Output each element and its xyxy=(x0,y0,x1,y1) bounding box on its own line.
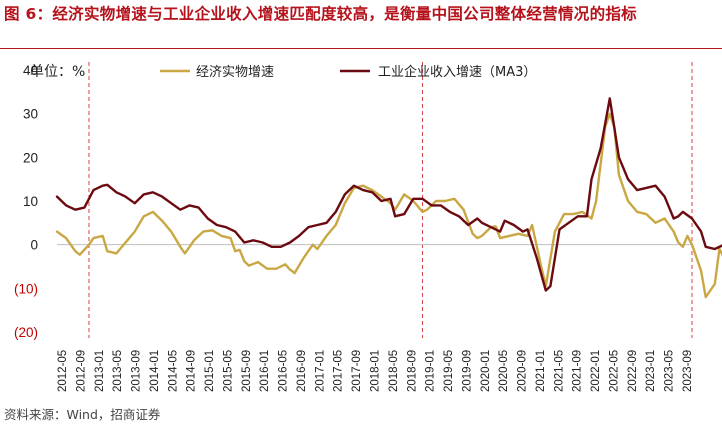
x-tick-label: 2020-05 xyxy=(498,350,510,392)
y-tick-label: 0 xyxy=(30,238,38,253)
x-tick-label: 2022-01 xyxy=(590,350,602,392)
x-tick-label: 2021-05 xyxy=(553,350,565,392)
x-tick-label: 2018-01 xyxy=(370,350,382,392)
x-tick-label: 2018-05 xyxy=(388,350,400,392)
x-tick-label: 2021-09 xyxy=(572,350,584,392)
x-tick-label: 2013-09 xyxy=(131,350,143,392)
x-tick-label: 2017-05 xyxy=(333,350,345,392)
x-tick-label: 2019-05 xyxy=(443,350,455,392)
x-tick-label: 2023-09 xyxy=(682,350,694,392)
title-divider xyxy=(0,48,722,49)
source-note: 资料来源：Wind，招商证券 xyxy=(4,407,161,422)
x-tick-label: 2014-05 xyxy=(167,350,179,392)
x-tick-label: 2014-01 xyxy=(149,350,161,392)
y-tick-label: 40 xyxy=(23,63,38,78)
x-tick-label: 2018-09 xyxy=(406,350,418,392)
figure-title: 图 6：经济实物增速与工业企业收入增速匹配度较高，是衡量中国公司整体经营情况的指… xyxy=(4,5,637,23)
legend: 经济实物增速 工业企业收入增速（MA3） xyxy=(160,64,536,80)
x-tick-label: 2022-05 xyxy=(608,350,620,392)
legend-label: 工业企业收入增速（MA3） xyxy=(378,64,536,80)
x-tick-label: 2023-01 xyxy=(645,350,657,392)
x-tick-label: 2020-09 xyxy=(517,350,529,392)
y-axis: 40 30 20 10 0 (10) (20) xyxy=(14,63,38,340)
x-tick-label: 2016-01 xyxy=(259,350,271,392)
x-tick-label: 2015-09 xyxy=(241,350,253,392)
x-tick-label: 2013-01 xyxy=(94,350,106,392)
x-tick-label: 2015-01 xyxy=(204,350,216,392)
x-tick-label: 2015-05 xyxy=(222,350,234,392)
x-tick-label: 2016-09 xyxy=(296,350,308,392)
reference-lines xyxy=(88,62,693,338)
y-tick-label: 30 xyxy=(23,107,38,122)
x-tick-label: 2019-09 xyxy=(461,350,473,392)
y-tick-label: (10) xyxy=(14,281,38,296)
legend-label: 经济实物增速 xyxy=(196,65,274,80)
series-layer xyxy=(55,97,722,299)
x-tick-label: 2014-09 xyxy=(186,350,198,392)
x-tick-label: 2017-09 xyxy=(351,350,363,392)
x-tick-label: 2023-05 xyxy=(664,350,676,392)
x-tick-label: 2013-05 xyxy=(112,350,124,392)
x-tick-label: 2012-09 xyxy=(75,350,87,392)
x-tick-label: 2021-01 xyxy=(535,350,547,392)
x-tick-label: 2022-09 xyxy=(627,350,639,392)
y-tick-label: (20) xyxy=(14,325,38,340)
y-tick-label: 10 xyxy=(23,194,38,209)
x-tick-label: 2019-01 xyxy=(425,350,437,392)
x-tick-label: 2017-01 xyxy=(314,350,326,392)
x-tick-label: 2020-01 xyxy=(480,350,492,392)
x-axis: 2012-05 2012-09 2013-01 2013-05 2013-09 2014-… xyxy=(57,350,694,392)
x-tick-label: 2012-05 xyxy=(57,350,69,392)
unit-label: 单位：% xyxy=(30,64,85,80)
x-tick-label: 2016-05 xyxy=(278,350,290,392)
series-line-industrial-revenue xyxy=(55,97,722,292)
y-tick-label: 20 xyxy=(23,150,38,165)
series-line-real-economy xyxy=(55,112,722,299)
